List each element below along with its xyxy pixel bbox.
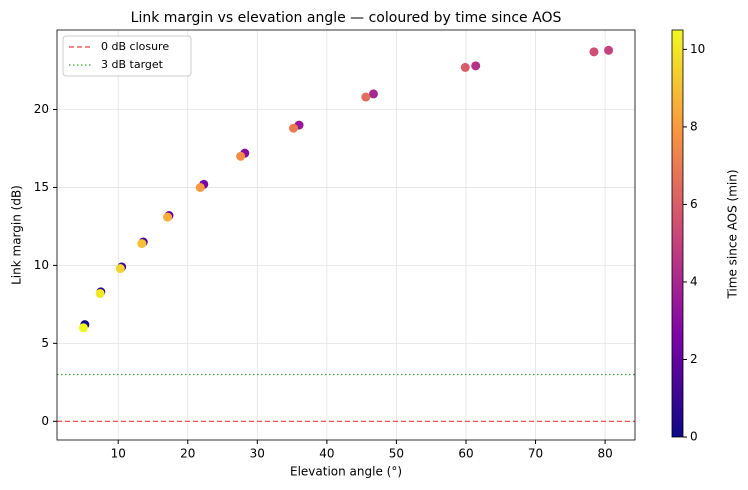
data-point bbox=[288, 123, 298, 133]
data-point bbox=[137, 239, 147, 249]
y-tick-label: 10 bbox=[34, 258, 49, 272]
colorbar-tick-label: 4 bbox=[690, 274, 698, 288]
chart-title: Link margin vs elevation angle — coloure… bbox=[131, 10, 562, 26]
x-axis-label: Elevation angle (°) bbox=[290, 465, 402, 479]
x-tick-label: 30 bbox=[250, 447, 265, 461]
x-tick-label: 60 bbox=[458, 447, 473, 461]
x-tick-label: 40 bbox=[319, 447, 334, 461]
plot-frame bbox=[56, 29, 636, 441]
colorbar-tick-label: 8 bbox=[690, 119, 698, 133]
data-point bbox=[95, 288, 105, 298]
data-point bbox=[163, 212, 173, 222]
y-tick-label: 0 bbox=[41, 414, 49, 428]
data-point bbox=[589, 47, 599, 57]
colorbar-label: Time since AOS (min) bbox=[726, 169, 740, 299]
data-point bbox=[368, 89, 378, 99]
colorbar-tick-label: 6 bbox=[690, 197, 698, 211]
x-tick-label: 50 bbox=[389, 447, 404, 461]
y-tick-label: 20 bbox=[34, 102, 49, 116]
data-point bbox=[115, 264, 125, 274]
colorbar-tick-label: 10 bbox=[690, 42, 705, 56]
legend-box bbox=[62, 35, 192, 77]
x-tick-label: 10 bbox=[111, 447, 126, 461]
data-point bbox=[460, 62, 470, 72]
colorbar bbox=[671, 29, 684, 438]
data-point bbox=[471, 61, 481, 71]
y-tick-label: 15 bbox=[34, 180, 49, 194]
data-point bbox=[236, 151, 246, 161]
colorbar-tick-label: 0 bbox=[690, 430, 698, 444]
data-point bbox=[361, 92, 371, 102]
legend-label: 0 dB closure bbox=[101, 40, 169, 53]
legend-label: 3 dB target bbox=[101, 58, 164, 71]
x-tick-label: 20 bbox=[180, 447, 195, 461]
y-axis-label: Link margin (dB) bbox=[10, 185, 24, 285]
colorbar-tick-label: 2 bbox=[690, 352, 698, 366]
x-tick-label: 70 bbox=[528, 447, 543, 461]
data-point bbox=[604, 45, 614, 55]
data-point bbox=[195, 182, 205, 192]
x-tick-label: 80 bbox=[597, 447, 612, 461]
y-tick-label: 5 bbox=[41, 336, 49, 350]
data-point bbox=[78, 323, 88, 333]
